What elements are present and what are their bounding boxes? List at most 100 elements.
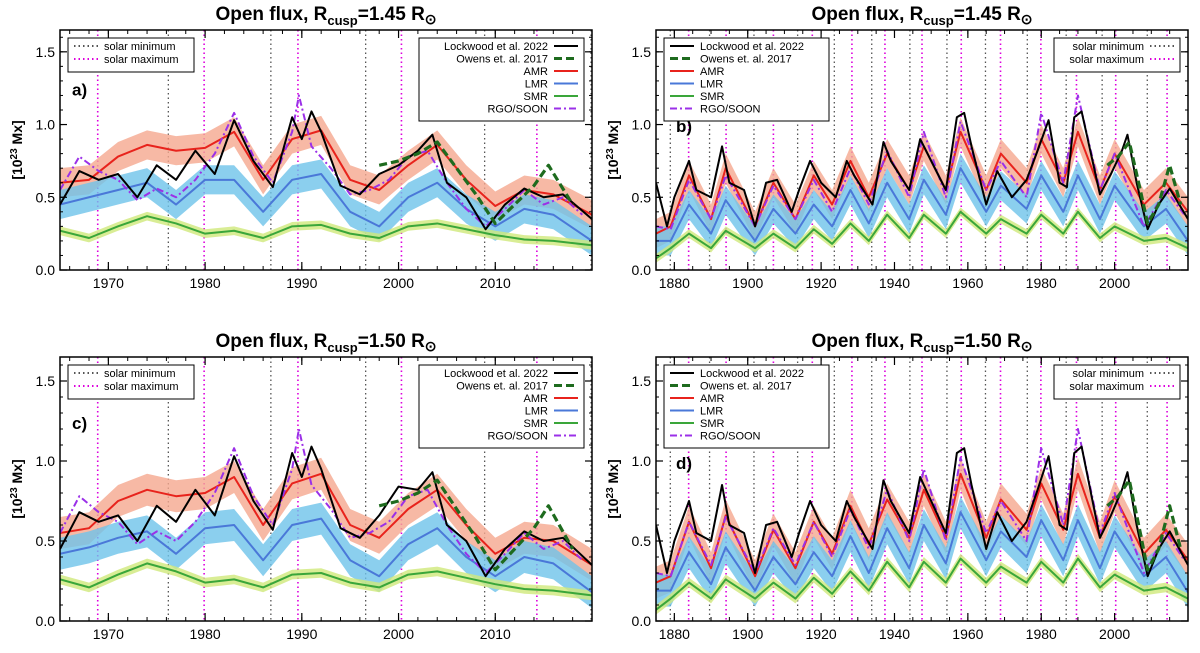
legend-label: RGO/SOON bbox=[487, 104, 548, 116]
title-subscript: cusp bbox=[327, 13, 357, 28]
series-line-lockwood-et-al-2022 bbox=[656, 445, 1188, 578]
chart-title: Open flux, Rcusp=1.45 R⊙ bbox=[811, 4, 1032, 28]
y-axis-label-unit: Mx] bbox=[605, 120, 621, 148]
legend-box bbox=[1053, 37, 1181, 73]
title-sun-symbol: ⊙ bbox=[1021, 338, 1033, 354]
title-subscript: cusp bbox=[923, 13, 953, 28]
y-tick-label: 1.0 bbox=[632, 117, 652, 133]
y-axis-label-main: [10 bbox=[9, 498, 25, 518]
title-sun-symbol: ⊙ bbox=[1021, 11, 1033, 27]
y-tick-label: 1.5 bbox=[36, 373, 56, 389]
plot-frame bbox=[655, 356, 1189, 622]
series-line-smr bbox=[60, 562, 592, 597]
panel-d: Open flux, Rcusp=1.50 R⊙ 0.0 0.5 1.0 1.5 1880… bbox=[605, 331, 1189, 642]
plot-frame bbox=[59, 356, 593, 622]
y-axis-label-main: [10 bbox=[9, 159, 25, 179]
amr-uncertainty-band bbox=[60, 115, 592, 230]
y-axis-label-unit: Mx] bbox=[9, 120, 25, 148]
plot-area bbox=[60, 357, 592, 621]
plot-frame bbox=[59, 29, 593, 271]
legend-label: AMR bbox=[700, 66, 725, 78]
x-tick-label: 1900 bbox=[732, 275, 763, 291]
x-tick-label: 1920 bbox=[806, 626, 837, 642]
legend-label: SMR bbox=[700, 91, 725, 103]
title-main: Open flux, R bbox=[811, 331, 923, 352]
title-main: Open flux, R bbox=[215, 331, 327, 352]
lmr-uncertainty-band bbox=[60, 159, 592, 256]
y-axis-label-unit: Mx] bbox=[605, 459, 621, 487]
y-tick-label: 1.0 bbox=[632, 453, 652, 469]
y-axis-label-exponent: 23 bbox=[9, 487, 20, 499]
amr-uncertainty-band bbox=[60, 457, 592, 581]
x-tick-label: 1920 bbox=[806, 275, 837, 291]
x-tick-label: 2010 bbox=[480, 626, 511, 642]
x-tick-label: 1940 bbox=[879, 275, 910, 291]
y-tick-label: 0.0 bbox=[36, 613, 56, 629]
y-axis-label: [1023 Mx] bbox=[605, 459, 621, 518]
series-line-amr bbox=[656, 472, 1188, 584]
legend-label: RGO/SOON bbox=[487, 431, 548, 443]
smr-uncertainty-band bbox=[60, 211, 592, 250]
x-tick-label: 1960 bbox=[952, 626, 983, 642]
lmr-uncertainty-band bbox=[60, 502, 592, 609]
legend-label: AMR bbox=[700, 393, 725, 405]
chart-title: Open flux, Rcusp=1.45 R⊙ bbox=[215, 4, 436, 28]
panel-letter: c) bbox=[72, 414, 87, 433]
y-axis-label-main: [10 bbox=[605, 159, 621, 179]
legend-label: RGO/SOON bbox=[700, 431, 761, 443]
legend-label: Owens et. al. 2017 bbox=[456, 381, 548, 393]
x-tick-label: 1980 bbox=[190, 275, 221, 291]
legend-label: Owens et. al. 2017 bbox=[456, 54, 548, 66]
legend-box bbox=[67, 37, 195, 73]
x-tick-label: 1990 bbox=[286, 626, 317, 642]
legend-label: solar minimum bbox=[1072, 368, 1144, 380]
title-rest: =1.45 R bbox=[358, 4, 425, 25]
series-line-amr bbox=[60, 472, 592, 566]
x-tick-label: 1880 bbox=[659, 626, 690, 642]
series-line-lmr bbox=[656, 167, 1188, 242]
legend-label: solar minimum bbox=[104, 41, 176, 53]
x-tick-label: 2010 bbox=[480, 275, 511, 291]
x-tick-label: 1980 bbox=[1026, 626, 1057, 642]
legend-label: solar maximum bbox=[104, 381, 179, 393]
legend-label: AMR bbox=[524, 66, 549, 78]
series-line-smr bbox=[656, 210, 1188, 260]
legend-box bbox=[418, 364, 585, 449]
x-tick-label: 2000 bbox=[1099, 275, 1130, 291]
legend-label: solar maximum bbox=[1069, 54, 1144, 66]
panel-letter: d) bbox=[676, 454, 692, 473]
panel-c: Open flux, Rcusp=1.50 R⊙ 0.0 0.5 1.0 1.5 1970… bbox=[9, 331, 593, 642]
x-tick-label: 2000 bbox=[383, 626, 414, 642]
legend-label: RGO/SOON bbox=[700, 104, 761, 116]
series-line-lockwood-et-al-2022 bbox=[60, 110, 592, 231]
series-line-owens-et-al-2017 bbox=[1106, 478, 1183, 572]
title-rest: =1.50 R bbox=[954, 331, 1021, 352]
y-axis-label: [1023 Mx] bbox=[9, 120, 25, 179]
y-tick-label: 0.0 bbox=[632, 613, 652, 629]
x-tick-label: 1980 bbox=[1026, 275, 1057, 291]
x-tick-label: 1990 bbox=[286, 275, 317, 291]
x-tick-label: 2000 bbox=[383, 275, 414, 291]
legend-label: Lockwood et al. 2022 bbox=[700, 41, 804, 53]
series-line-amr bbox=[656, 130, 1188, 235]
y-axis-label-exponent: 23 bbox=[605, 148, 616, 160]
x-tick-label: 1900 bbox=[732, 626, 763, 642]
series-line-lmr bbox=[60, 517, 592, 594]
legend-box bbox=[1053, 364, 1181, 400]
y-tick-label: 1.0 bbox=[36, 117, 56, 133]
legend-label: Lockwood et al. 2022 bbox=[444, 368, 548, 380]
y-tick-label: 0.0 bbox=[632, 262, 652, 278]
legend-label: solar maximum bbox=[104, 54, 179, 66]
legend-label: LMR bbox=[525, 406, 548, 418]
title-subscript: cusp bbox=[923, 340, 953, 355]
x-tick-label: 1980 bbox=[190, 626, 221, 642]
legend-label: Lockwood et al. 2022 bbox=[700, 368, 804, 380]
plot-area bbox=[60, 30, 592, 270]
